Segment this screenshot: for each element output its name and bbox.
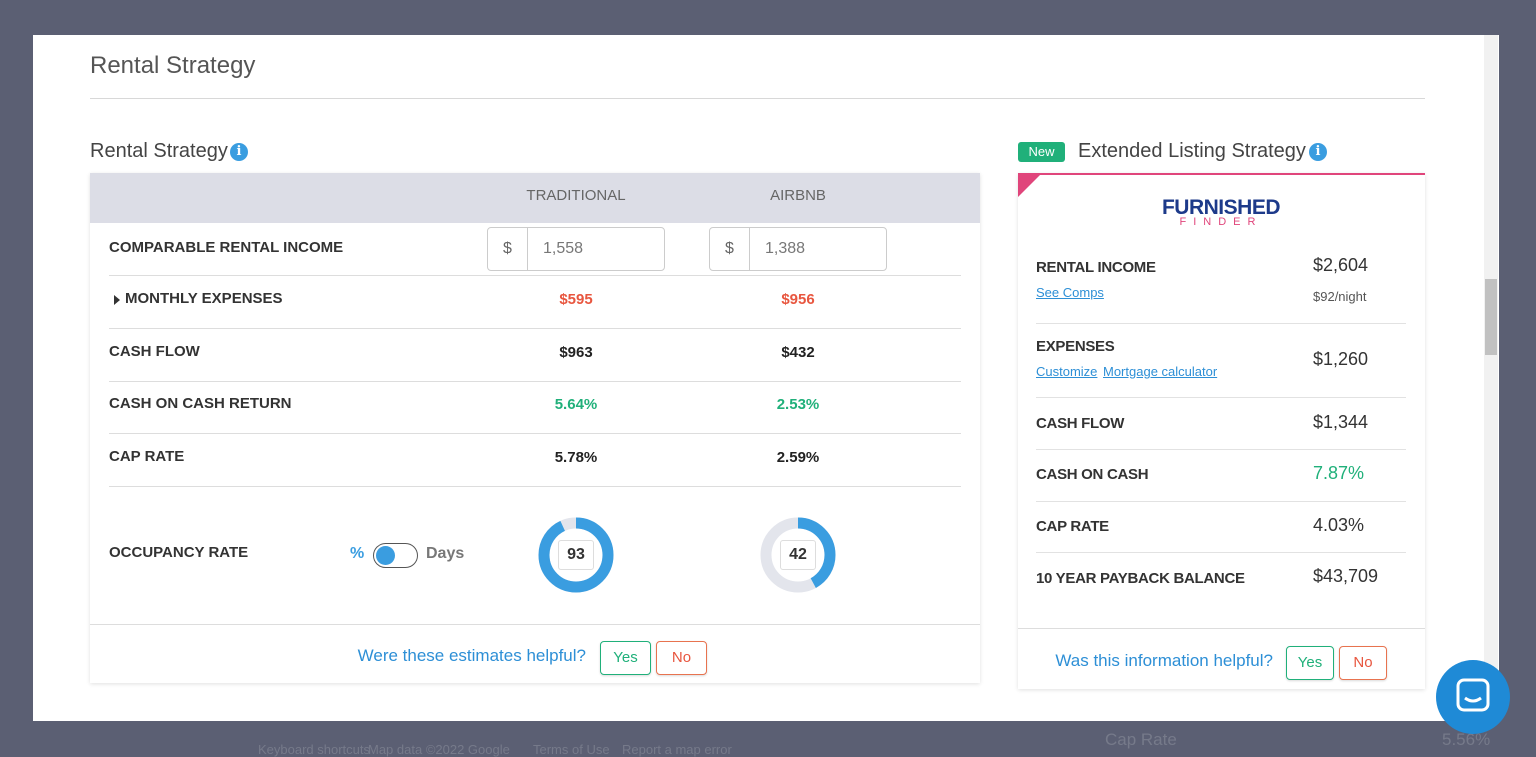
no-button[interactable]: No — [656, 641, 707, 675]
expand-arrow[interactable] — [114, 295, 120, 305]
yes-button[interactable]: Yes — [1286, 646, 1334, 680]
input[interactable]: $1,558 — [487, 227, 665, 271]
divider — [1018, 628, 1425, 629]
divider — [109, 381, 961, 382]
divider — [1036, 323, 1406, 324]
row-value: $2,604 — [1313, 255, 1369, 275]
divider — [1036, 501, 1406, 502]
row-value: 5.78% — [554, 449, 598, 466]
row-value: 4.03% — [1313, 515, 1365, 535]
currency: $ — [710, 228, 750, 270]
row-label: CASH ON CASH — [1036, 466, 1149, 483]
donut-arc — [760, 517, 836, 593]
feedback-question: Was this information helpful? — [1055, 651, 1273, 670]
scrollbar-thumb[interactable] — [1485, 279, 1497, 355]
row-label: COMPARABLE RENTAL INCOME — [109, 239, 344, 256]
donut-arc — [538, 517, 614, 593]
donut: 93 — [536, 515, 616, 595]
table-header — [90, 173, 980, 223]
link[interactable]: See Comps — [1036, 285, 1104, 300]
row-label: OCCUPANCY RATE — [109, 544, 249, 561]
link[interactable]: Mortgage calculator — [1103, 364, 1218, 379]
divider — [109, 486, 961, 487]
divider — [90, 624, 980, 625]
logo-bottom: FINDER — [1179, 216, 1263, 228]
divider — [109, 275, 961, 276]
divider — [1036, 449, 1406, 450]
row-value: 7.87% — [1313, 463, 1365, 483]
currency: $ — [488, 228, 528, 270]
chat-button[interactable] — [1436, 660, 1510, 734]
divider — [109, 328, 961, 329]
donut-chart — [760, 517, 836, 593]
row-label: EXPENSES — [1036, 338, 1115, 355]
input-value: 1,558 — [543, 240, 584, 257]
map-label: Terms of Use — [533, 742, 610, 757]
row-label: CASH FLOW — [109, 343, 200, 360]
divider — [90, 98, 1425, 99]
row-value: 2.53% — [776, 396, 820, 413]
input[interactable]: $1,388 — [709, 227, 887, 271]
row-value: $43,709 — [1313, 566, 1379, 586]
info-icon[interactable]: i — [1309, 143, 1327, 161]
toggle-label: Days — [426, 545, 465, 562]
donut-value: 93 — [558, 540, 594, 570]
map-label: Map data ©2022 Google — [368, 742, 510, 757]
donut-chart — [538, 517, 614, 593]
divider — [1036, 397, 1406, 398]
row-label: CASH FLOW — [1036, 415, 1125, 432]
modal-title: Rental Strategy — [90, 52, 256, 79]
divider — [109, 433, 961, 434]
row-value: $1,344 — [1313, 412, 1369, 432]
row-label: CAP RATE — [109, 448, 185, 465]
link[interactable]: Customize — [1036, 364, 1098, 379]
listing-panel — [1018, 173, 1425, 689]
row-label[interactable]: MONTHLY EXPENSES — [125, 290, 283, 307]
row-label: CASH ON CASH RETURN — [109, 395, 292, 412]
feedback-question: Were these estimates helpful? — [357, 646, 586, 665]
row-value: $432 — [781, 344, 815, 361]
chat-icon — [1456, 678, 1490, 712]
row-value: 2.59% — [776, 449, 820, 466]
toggle[interactable] — [373, 543, 418, 568]
no-button[interactable]: No — [1339, 646, 1387, 680]
divider — [1036, 552, 1406, 553]
donut-value: 42 — [780, 540, 816, 570]
corner-ribbon — [1018, 175, 1040, 197]
row-value: $1,260 — [1313, 349, 1369, 369]
column-header: TRADITIONAL — [526, 187, 626, 204]
section-title: Rental Strategy — [90, 140, 228, 162]
row-value: 5.64% — [554, 396, 598, 413]
row-value: $956 — [781, 291, 815, 308]
row-label: CAP RATE — [1036, 518, 1109, 535]
yes-button[interactable]: Yes — [600, 641, 651, 675]
row-value: $595 — [559, 291, 593, 308]
map-label: 5.56% — [1442, 730, 1491, 749]
map-label: Keyboard shortcuts — [258, 742, 371, 757]
info-icon[interactable]: i — [230, 143, 248, 161]
row-label: 10 YEAR PAYBACK BALANCE — [1036, 570, 1245, 587]
row-value: $963 — [559, 344, 593, 361]
new-badge: New — [1018, 142, 1065, 162]
logo-top: FURNISHED — [1161, 196, 1281, 219]
toggle-label: % — [350, 545, 365, 562]
toggle-knob[interactable] — [376, 546, 395, 565]
section-title: Extended Listing Strategy — [1078, 140, 1306, 162]
column-header: AIRBNB — [770, 187, 826, 204]
map-label: Report a map error — [622, 742, 732, 757]
input-value: 1,388 — [765, 240, 806, 257]
row-label: RENTAL INCOME — [1036, 259, 1156, 276]
donut: 42 — [758, 515, 838, 595]
scrollbar[interactable] — [1484, 35, 1498, 721]
row-note: $92/night — [1313, 289, 1367, 304]
map-label: Cap Rate — [1105, 730, 1177, 749]
